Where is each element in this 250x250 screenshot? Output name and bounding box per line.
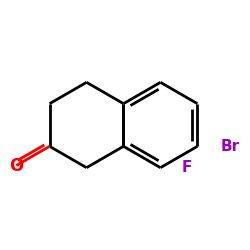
Text: Br: Br: [221, 139, 240, 154]
Text: O: O: [9, 156, 24, 174]
Text: F: F: [182, 160, 192, 175]
